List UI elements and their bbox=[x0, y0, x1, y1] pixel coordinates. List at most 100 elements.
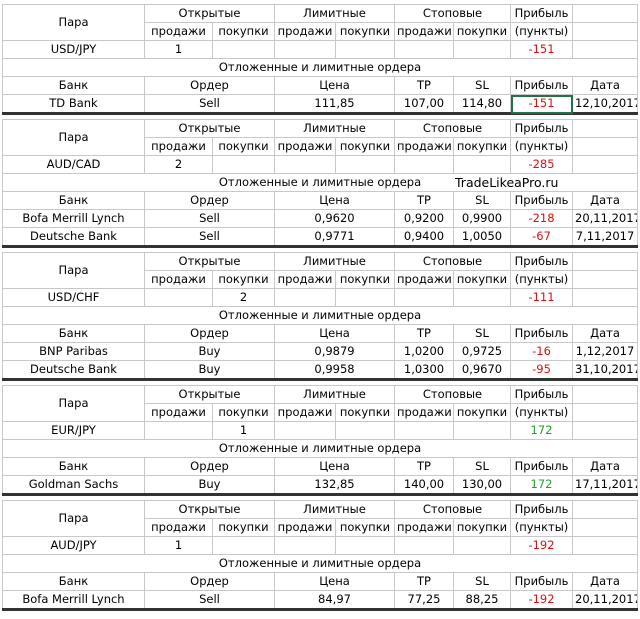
open-header: Открытые bbox=[144, 385, 275, 404]
order-header: Ордер bbox=[144, 457, 275, 476]
tp: 1,0300 bbox=[394, 360, 454, 380]
empty-cell bbox=[572, 40, 639, 59]
tp: 0,9200 bbox=[394, 209, 454, 228]
position-count bbox=[335, 536, 395, 555]
date-header: Дата bbox=[572, 324, 639, 343]
sell-header: продажи bbox=[394, 270, 454, 289]
bank-header: Банк bbox=[2, 457, 145, 476]
position-block: Пара Открытые Лимитные Стоповые Прибыль прода… bbox=[1, 500, 639, 611]
subheader-row: продажи покупки продажи покупки продажи покуп… bbox=[3, 403, 639, 422]
empty-cell bbox=[572, 385, 639, 404]
empty-cell bbox=[572, 403, 639, 422]
limit-header: Лимитные bbox=[274, 4, 395, 23]
stop-header: Стоповые bbox=[393, 385, 512, 404]
side: Sell bbox=[144, 94, 275, 114]
order-profit: -218 bbox=[510, 209, 574, 228]
buy-header: покупки bbox=[452, 137, 512, 156]
orders-header-row: Банк Ордер Цена TP SL Прибыль Дата bbox=[2, 76, 639, 95]
order-row: Goldman Sachs Buy 132,85 140,00 130,00 172 17,… bbox=[2, 475, 639, 495]
points-header: (пункты) bbox=[510, 403, 574, 422]
sl: 114,80 bbox=[452, 94, 512, 114]
pair-header: Пара bbox=[2, 4, 145, 41]
profit-header: Прибыль bbox=[510, 119, 574, 138]
points-header: (пункты) bbox=[510, 137, 574, 156]
orders-title-row: Отложенные и лимитные ордера bbox=[1, 554, 639, 573]
stop-header: Стоповые bbox=[393, 4, 512, 23]
profit-header: Прибыль bbox=[510, 4, 574, 23]
position-count bbox=[274, 421, 336, 440]
tp: 107,00 bbox=[394, 94, 454, 114]
sell-header: продажи bbox=[144, 270, 213, 289]
buy-header: покупки bbox=[335, 137, 395, 156]
tp-header: TP bbox=[394, 191, 454, 210]
profit: -285 bbox=[510, 155, 574, 174]
bank: Bofa Merrill Lynch bbox=[2, 209, 145, 228]
side: Sell bbox=[144, 590, 275, 610]
price: 0,9958 bbox=[274, 360, 395, 380]
sl: 1,0050 bbox=[452, 227, 512, 247]
pair: USD/JPY bbox=[2, 40, 145, 59]
order-row: TD Bank Sell 111,85 107,00 114,80 -151 12,10,2… bbox=[2, 94, 639, 114]
buy-header: покупки bbox=[212, 22, 275, 41]
position-count bbox=[452, 536, 512, 555]
tp: 0,9400 bbox=[394, 227, 454, 247]
position-row: AUD/CAD 2 -285 bbox=[2, 155, 639, 174]
price: 84,97 bbox=[274, 590, 395, 610]
bank-header: Банк bbox=[2, 324, 145, 343]
order-header: Ордер bbox=[144, 191, 275, 210]
side: Buy bbox=[144, 360, 275, 380]
sl: 0,9670 bbox=[452, 360, 512, 380]
empty-cell bbox=[572, 288, 639, 307]
sell-header: продажи bbox=[274, 518, 336, 537]
date: 17,11,2017 bbox=[572, 475, 639, 495]
empty-cell bbox=[572, 4, 639, 23]
order-row: Bofa Merrill Lynch Sell 84,97 77,25 88,25 -19… bbox=[2, 590, 639, 610]
block-body: Пара Открытые Лимитные Стоповые Прибыль прода… bbox=[1, 119, 639, 247]
position-count bbox=[394, 288, 454, 307]
tp-header: TP bbox=[394, 572, 454, 591]
side: Buy bbox=[144, 342, 275, 361]
order-profit: -16 bbox=[510, 342, 574, 361]
points-header: (пункты) bbox=[510, 270, 574, 289]
sl-header: SL bbox=[452, 324, 512, 343]
block-body: Пара Открытые Лимитные Стоповые Прибыль прода… bbox=[1, 500, 639, 610]
price: 111,85 bbox=[274, 94, 395, 114]
empty-cell bbox=[572, 421, 639, 440]
pair: EUR/JPY bbox=[2, 421, 145, 440]
sell-header: продажи bbox=[144, 518, 213, 537]
date: 20,11,2017 bbox=[572, 590, 639, 610]
empty-cell bbox=[572, 518, 639, 537]
pair-header: Пара bbox=[2, 500, 145, 537]
position-count bbox=[274, 536, 336, 555]
header-row: Пара Открытые Лимитные Стоповые Прибыль bbox=[2, 4, 639, 41]
sell-header: продажи bbox=[394, 137, 454, 156]
header-row: Пара Открытые Лимитные Стоповые Прибыль bbox=[2, 252, 639, 289]
tp: 140,00 bbox=[394, 475, 454, 495]
orders-title: Отложенные и лимитные ордера TradeLikeaPr… bbox=[1, 173, 639, 192]
points-header: (пункты) bbox=[510, 518, 574, 537]
position-block: Пара Открытые Лимитные Стоповые Прибыль прода… bbox=[1, 119, 639, 248]
profit-header: Прибыль bbox=[510, 191, 574, 210]
header-row: Пара Открытые Лимитные Стоповые Прибыль bbox=[2, 500, 639, 537]
orders-header-row: Банк Ордер Цена TP SL Прибыль Дата bbox=[2, 324, 639, 343]
bank-header: Банк bbox=[2, 76, 145, 95]
orders-title: Отложенные и лимитные ордера bbox=[1, 306, 639, 325]
position-count bbox=[452, 288, 512, 307]
position-count bbox=[394, 536, 454, 555]
position-row: USD/JPY 1 -151 bbox=[2, 40, 639, 59]
sl-header: SL bbox=[452, 191, 512, 210]
open-header: Открытые bbox=[144, 500, 275, 519]
bank: Goldman Sachs bbox=[2, 475, 145, 495]
limit-header: Лимитные bbox=[274, 385, 395, 404]
bank-header: Банк bbox=[2, 572, 145, 591]
header-row: Пара Открытые Лимитные Стоповые Прибыль bbox=[2, 385, 639, 422]
sell-header: продажи bbox=[144, 22, 213, 41]
block-body: Пара Открытые Лимитные Стоповые Прибыль прода… bbox=[1, 252, 639, 380]
limit-header: Лимитные bbox=[274, 252, 395, 271]
bank-header: Банк bbox=[2, 191, 145, 210]
price-header: Цена bbox=[274, 324, 395, 343]
buy-header: покупки bbox=[335, 518, 395, 537]
buy-header: покупки bbox=[212, 270, 275, 289]
position-count bbox=[274, 288, 336, 307]
